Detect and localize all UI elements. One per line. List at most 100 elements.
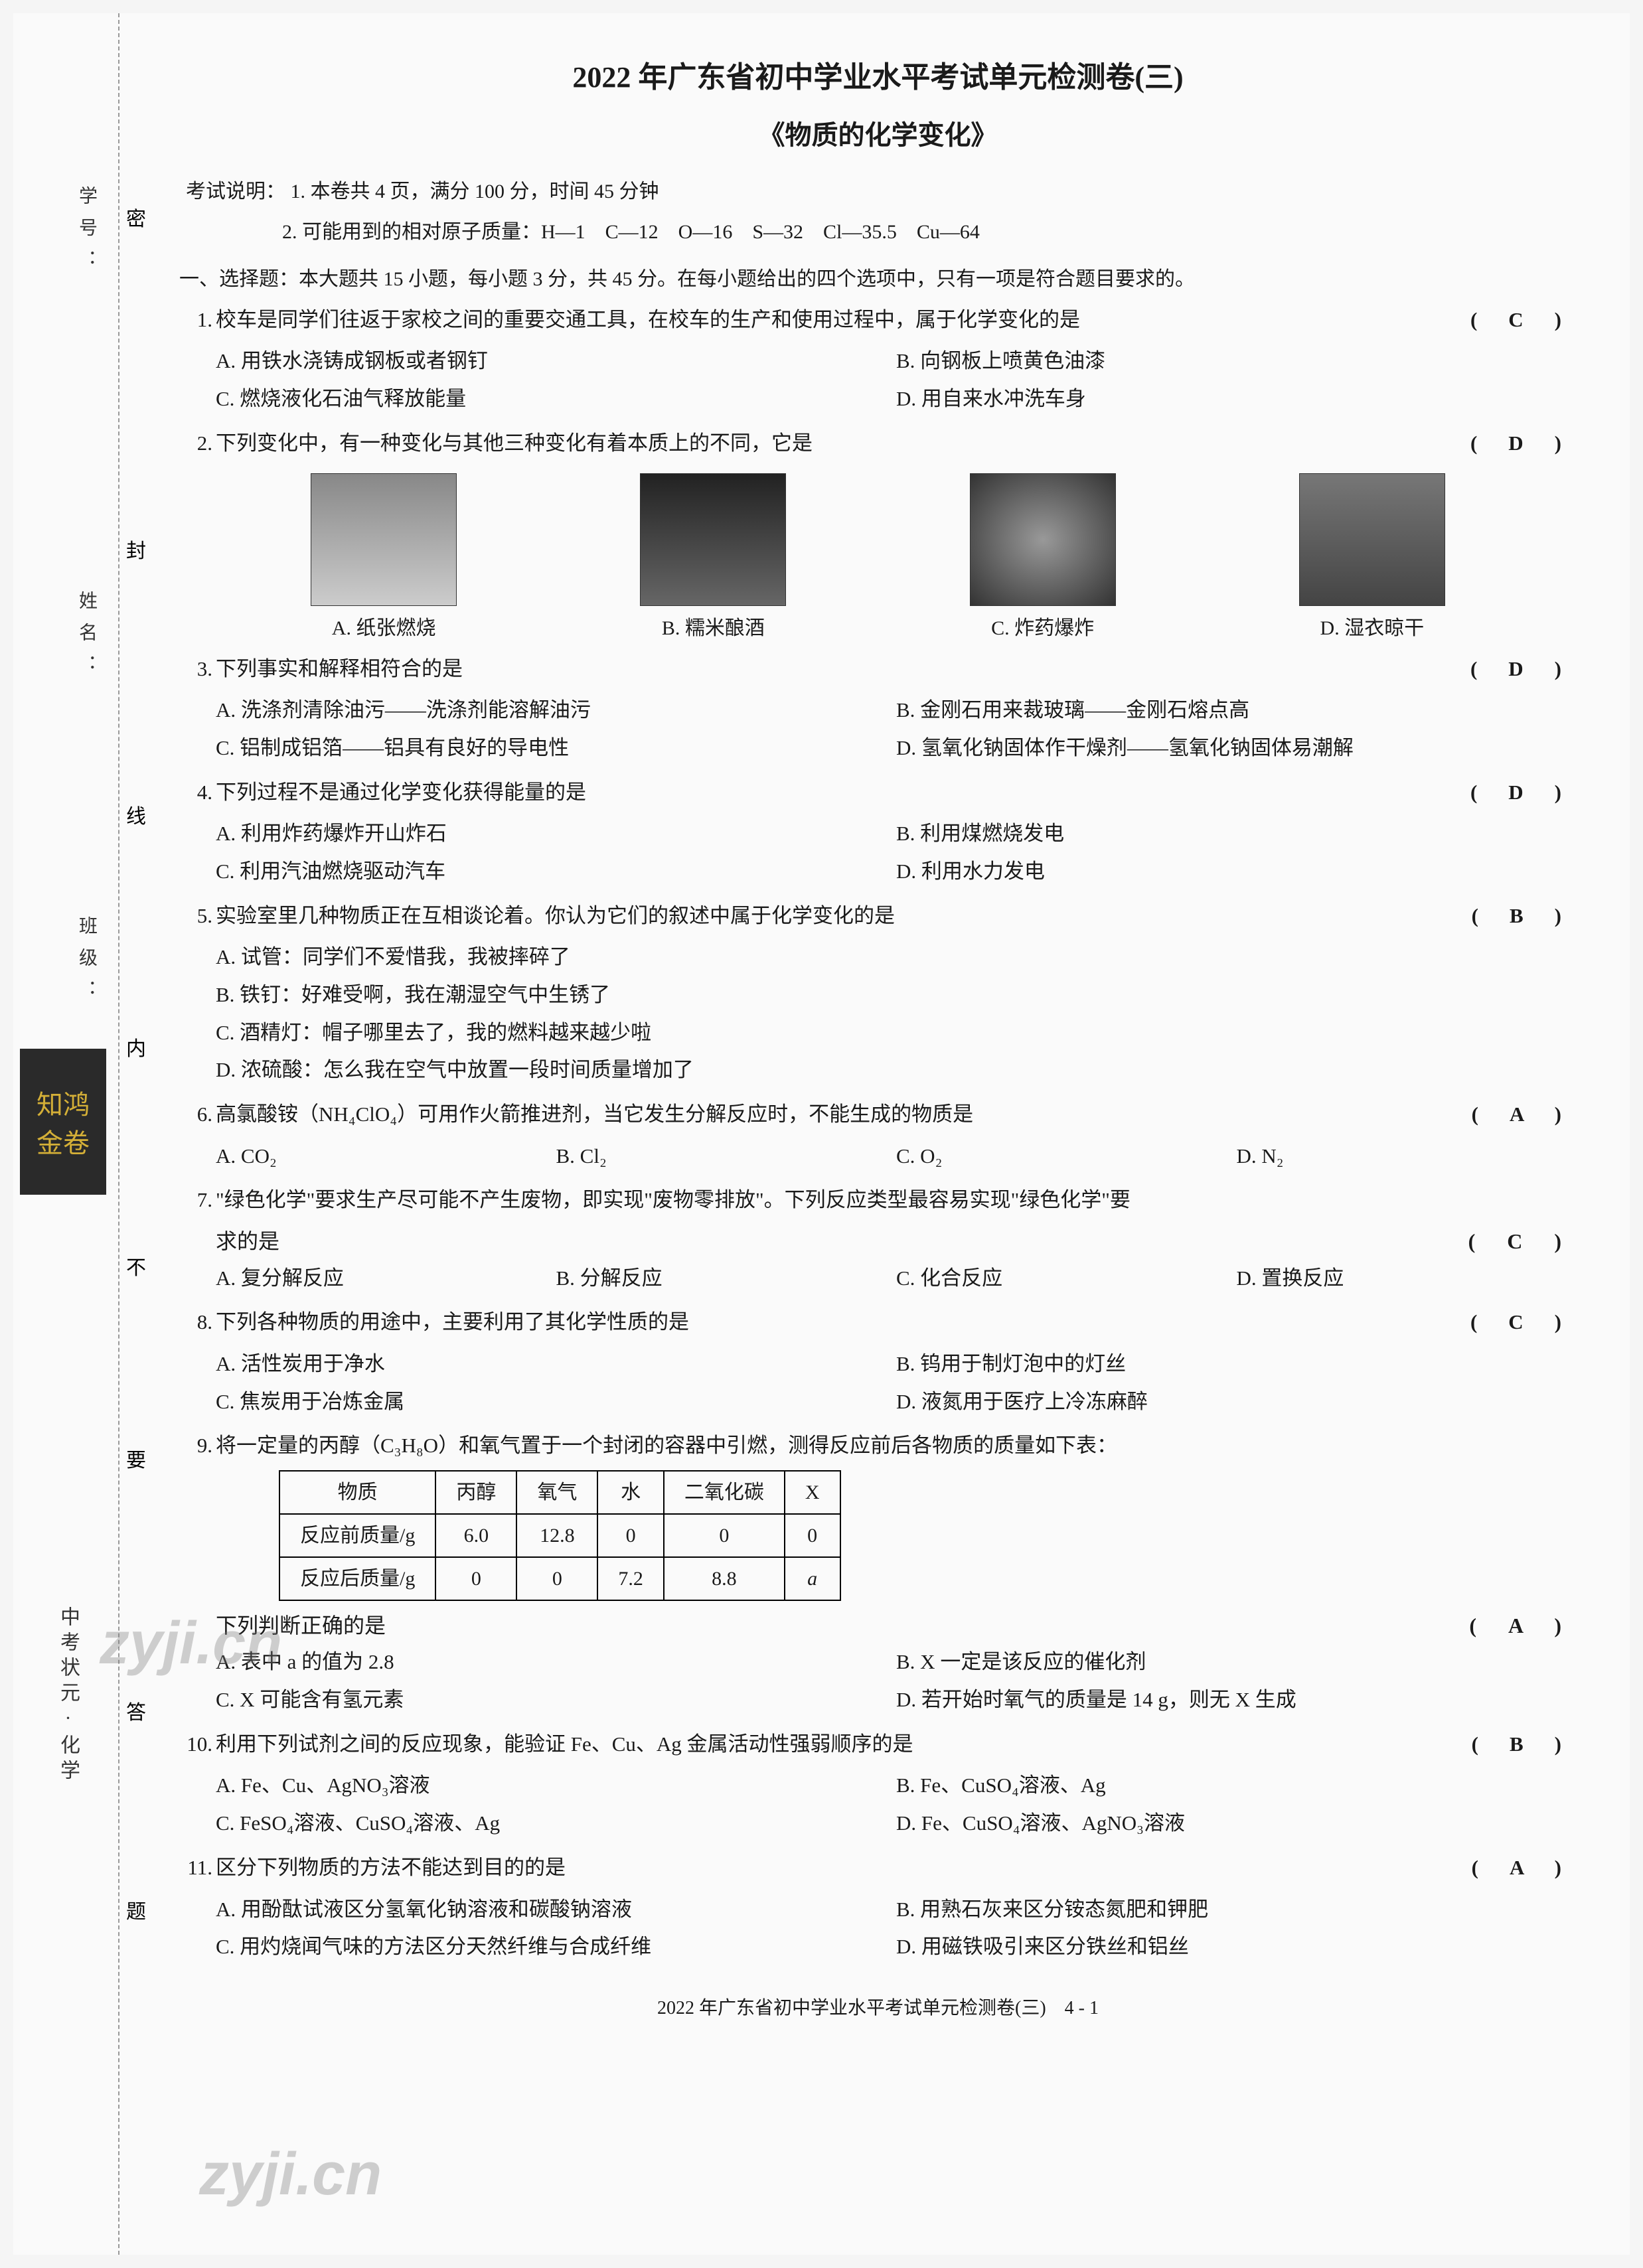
rice-wine-icon <box>640 473 786 606</box>
q6-opt-a: A. CO₂ <box>216 1138 556 1175</box>
q3-opt-c: C. 铝制成铝箔——铝具有良好的导电性 <box>216 729 896 767</box>
q2-cap-c: C. 炸药爆炸 <box>963 611 1123 645</box>
q7-opt-a: A. 复分解反应 <box>216 1260 556 1298</box>
q1-opt-a: A. 用铁水浇铸成钢板或者钢钉 <box>216 342 896 380</box>
q1-opt-c: C. 燃烧液化石油气释放能量 <box>216 380 896 418</box>
exam-page: 学号： 姓名： 班级： 知鸿 金卷 中考状元·化学 密 封 线 内 不 要 答 … <box>13 13 1630 2255</box>
q9-text2-line: 下列判断正确的是 ( A ) <box>179 1608 1577 1643</box>
q7-answer: ( C ) <box>1468 1223 1577 1259</box>
q2-img-b: B. 糯米酿酒 <box>633 473 793 645</box>
paper-burning-icon <box>311 473 457 606</box>
q4-answer: ( D ) <box>1470 775 1577 810</box>
dash-nei: 内 <box>126 1029 146 1065</box>
q8-num: 8. <box>179 1305 212 1340</box>
r2-3: 8.8 <box>664 1557 785 1600</box>
label-name: 姓名： <box>73 591 100 686</box>
q2-answer: ( D ) <box>1470 426 1577 461</box>
q8-opt-b: B. 钨用于制灯泡中的灯丝 <box>896 1345 1577 1383</box>
q10-num: 10. <box>179 1727 212 1762</box>
q10-opt-a: A. Fe、Cu、AgNO₃溶液 <box>216 1767 896 1805</box>
question-3: 3. 下列事实和解释相符合的是 ( D ) <box>179 652 1577 687</box>
dash-xian: 线 <box>126 796 146 832</box>
instr-label: 考试说明： <box>186 181 285 202</box>
q1-answer: ( C ) <box>1470 303 1577 338</box>
q7-options: A. 复分解反应 B. 分解反应 C. 化合反应 D. 置换反应 <box>179 1260 1577 1298</box>
dash-feng: 封 <box>126 531 146 567</box>
q10-options: A. Fe、Cu、AgNO₃溶液 B. Fe、CuSO₄溶液、Ag C. FeS… <box>179 1767 1577 1842</box>
page-footer: 2022 年广东省初中学业水平考试单元检测卷(三) 4 - 1 <box>179 1993 1577 2024</box>
instructions: 考试说明： 1. 本卷共 4 页，满分 100 分，时间 45 分钟 <box>179 175 1577 208</box>
dash-column: 密 封 线 内 不 要 答 题 <box>119 13 153 2255</box>
q9-opt-c: C. X 可能含有氢元素 <box>216 1681 896 1719</box>
q1-num: 1. <box>179 303 212 338</box>
question-8: 8. 下列各种物质的用途中，主要利用了其化学性质的是 ( C ) <box>179 1305 1577 1340</box>
r2-4: a <box>785 1557 840 1600</box>
table-row: 反应后质量/g 0 0 7.2 8.8 a <box>279 1557 840 1600</box>
q3-opt-b: B. 金刚石用来裁玻璃——金刚石熔点高 <box>896 692 1577 729</box>
r2-2: 7.2 <box>597 1557 664 1600</box>
r1-label: 反应前质量/g <box>279 1514 435 1557</box>
dash-bu: 不 <box>126 1248 146 1284</box>
r2-label: 反应后质量/g <box>279 1557 435 1600</box>
q3-text: 下列事实和解释相符合的是 <box>216 657 463 680</box>
r2-0: 0 <box>435 1557 516 1600</box>
q8-opt-a: A. 活性炭用于净水 <box>216 1345 896 1383</box>
q2-img-c: C. 炸药爆炸 <box>963 473 1123 645</box>
r1-4: 0 <box>785 1514 840 1557</box>
q4-num: 4. <box>179 775 212 810</box>
q2-img-d: D. 湿衣晾干 <box>1292 473 1452 645</box>
q10-opt-c: C. FeSO₄溶液、CuSO₄溶液、Ag <box>216 1805 896 1843</box>
q7-opt-d: D. 置换反应 <box>1237 1260 1577 1298</box>
q4-opt-d: D. 利用水力发电 <box>896 853 1577 891</box>
q9-opt-b: B. X 一定是该反应的催化剂 <box>896 1643 1577 1681</box>
q5-opt-a: A. 试管：同学们不爱惜我，我被摔碎了 <box>216 939 1577 976</box>
q8-text: 下列各种物质的用途中，主要利用了其化学性质的是 <box>216 1310 689 1333</box>
q6-opt-d: D. N₂ <box>1237 1138 1577 1175</box>
q2-cap-b: B. 糯米酿酒 <box>633 611 793 645</box>
question-9: 9. 将一定量的丙醇（C₃H₈O）和氧气置于一个封闭的容器中引燃，测得反应前后各… <box>179 1428 1577 1464</box>
q11-opt-c: C. 用灼烧闻气味的方法区分天然纤维与合成纤维 <box>216 1928 896 1966</box>
r1-3: 0 <box>664 1514 785 1557</box>
instr-1: 1. 本卷共 4 页，满分 100 分，时间 45 分钟 <box>291 181 659 202</box>
question-7: 7. "绿色化学"要求生产尽可能不产生废物，即实现"废物零排放"。下列反应类型最… <box>179 1183 1577 1218</box>
q9-answer: ( A ) <box>1469 1608 1577 1643</box>
content-area: 2022 年广东省初中学业水平考试单元检测卷(三) 《物质的化学变化》 考试说明… <box>153 13 1630 2255</box>
q4-opt-b: B. 利用煤燃烧发电 <box>896 815 1577 853</box>
q7-text2: 求的是 <box>216 1229 279 1253</box>
q2-text: 下列变化中，有一种变化与其他三种变化有着本质上的不同，它是 <box>216 431 813 455</box>
q11-text: 区分下列物质的方法不能达到目的的是 <box>216 1856 566 1879</box>
q5-opt-c: C. 酒精灯：帽子哪里去了，我的燃料越来越少啦 <box>216 1014 1577 1052</box>
q11-opt-b: B. 用熟石灰来区分铵态氮肥和钾肥 <box>896 1891 1577 1929</box>
q7-text: "绿色化学"要求生产尽可能不产生废物，即实现"废物零排放"。下列反应类型最容易实… <box>216 1188 1131 1211</box>
q9-text: 将一定量的丙醇（C₃H₈O）和氧气置于一个封闭的容器中引燃，测得反应前后各物质的… <box>216 1434 1117 1457</box>
q6-opt-c: C. O₂ <box>896 1138 1237 1175</box>
q6-options: A. CO₂ B. Cl₂ C. O₂ D. N₂ <box>179 1138 1577 1175</box>
binding-margin: 学号： 姓名： 班级： 知鸿 金卷 中考状元·化学 <box>13 13 119 2255</box>
r1-2: 0 <box>597 1514 664 1557</box>
q11-options: A. 用酚酞试液区分氢氧化钠溶液和碳酸钠溶液 B. 用熟石灰来区分铵态氮肥和钾肥… <box>179 1891 1577 1966</box>
q3-num: 3. <box>179 652 212 687</box>
instr-2: 2. 可能用到的相对原子质量：H—1 C—12 O—16 S—32 Cl—35.… <box>179 215 1577 249</box>
label-class: 班级： <box>73 916 100 1012</box>
q11-opt-a: A. 用酚酞试液区分氢氧化钠溶液和碳酸钠溶液 <box>216 1891 896 1929</box>
q1-options: A. 用铁水浇铸成钢板或者钢钉 B. 向钢板上喷黄色油漆 C. 燃烧液化石油气释… <box>179 342 1577 417</box>
seal-line2: 金卷 <box>37 1122 90 1160</box>
q8-opt-d: D. 液氮用于医疗上冷冻麻醉 <box>896 1383 1577 1421</box>
q3-options: A. 洗涤剂清除油污——洗涤剂能溶解油污 B. 金刚石用来裁玻璃——金刚石熔点高… <box>179 692 1577 767</box>
q1-opt-b: B. 向钢板上喷黄色油漆 <box>896 342 1577 380</box>
q9-opt-a: A. 表中 a 的值为 2.8 <box>216 1643 896 1681</box>
q4-options: A. 利用炸药爆炸开山炸石 B. 利用煤燃烧发电 C. 利用汽油燃烧驱动汽车 D… <box>179 815 1577 890</box>
q11-num: 11. <box>179 1851 212 1886</box>
q5-options: A. 试管：同学们不爱惜我，我被摔碎了 B. 铁钉：好难受啊，我在潮湿空气中生锈… <box>179 939 1577 1089</box>
th-3: 水 <box>597 1471 664 1514</box>
q10-answer: ( B ) <box>1472 1727 1577 1762</box>
q7-num: 7. <box>179 1183 212 1218</box>
th-0: 物质 <box>279 1471 435 1514</box>
q11-opt-d: D. 用磁铁吸引来区分铁丝和铝丝 <box>896 1928 1577 1966</box>
q3-opt-d: D. 氢氧化钠固体作干燥剂——氢氧化钠固体易潮解 <box>896 729 1577 767</box>
q11-answer: ( A ) <box>1472 1851 1577 1886</box>
q7-opt-b: B. 分解反应 <box>556 1260 897 1298</box>
q4-opt-c: C. 利用汽油燃烧驱动汽车 <box>216 853 896 891</box>
q3-answer: ( D ) <box>1470 652 1577 687</box>
q2-cap-d: D. 湿衣晾干 <box>1292 611 1452 645</box>
